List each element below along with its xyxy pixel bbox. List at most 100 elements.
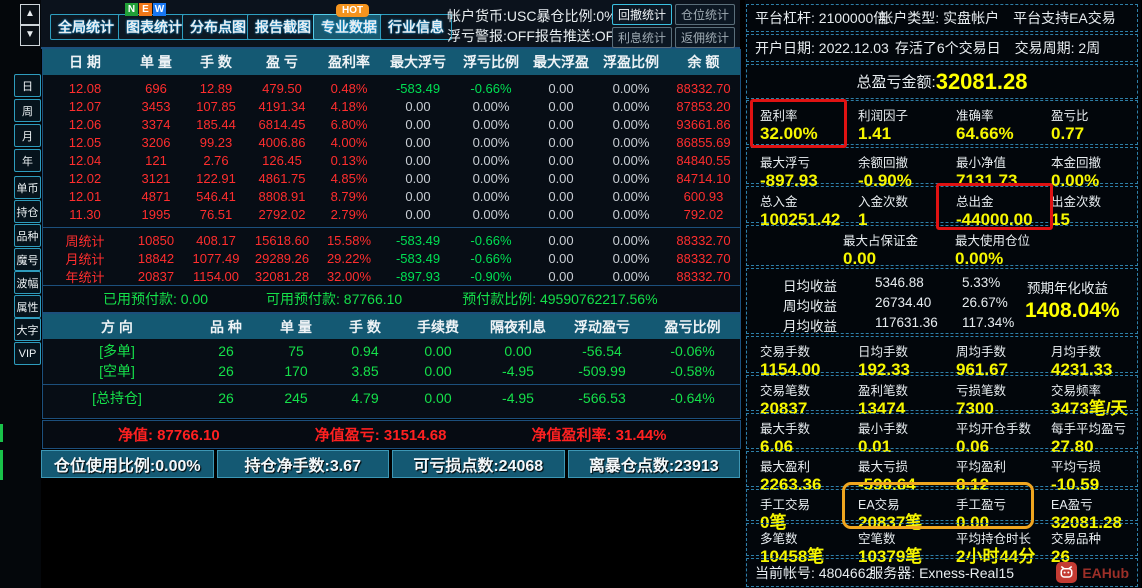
stat-value: 2小时44分: [956, 547, 1036, 566]
daily-cell: 479.50: [262, 80, 302, 96]
new-badge-letter: E: [139, 3, 152, 16]
positions-cell: 0.00: [424, 363, 452, 379]
stat-cell: 周均手数 961.67: [956, 341, 1008, 379]
daily-table-header: 日 期 单 量 手 数 盈 亏 盈利率 最大浮亏 浮亏比例 最大浮盈 浮盈比例 余 额: [43, 49, 740, 75]
stat-value: 0笔: [760, 513, 787, 532]
stat-button-4[interactable]: 返佣统计: [675, 27, 735, 48]
sidebar-item-9[interactable]: 波幅: [14, 271, 41, 294]
margin-stats-section: 最大占保证金 0.00 最大使用仓位 0.00%: [746, 225, 1138, 268]
total-profit-label: 总盈亏金额:: [856, 74, 936, 91]
daily-cell: 0.00: [548, 152, 574, 168]
stat-value: 15: [1051, 210, 1070, 229]
stat-section: 交易手数 1154.00 日均手数 192.33 周均手数 961.67 月均手数 4231.…: [746, 336, 1138, 379]
positions-cell: 170: [284, 363, 308, 379]
tab-1[interactable]: 全局统计: [50, 14, 122, 40]
positions-total-cell: -566.53: [578, 390, 626, 406]
new-badge-letter: N: [125, 3, 138, 16]
positions-cell: [多单]: [99, 343, 135, 359]
stat-value: 32081.28: [1051, 513, 1122, 532]
stat-label: 交易笔数: [760, 384, 811, 398]
sidebar-item-10[interactable]: 属性: [14, 295, 41, 318]
sidebar-item-2[interactable]: 周: [14, 99, 41, 122]
daily-cell: 88332.70: [676, 233, 731, 248]
sidebar-item-12[interactable]: VIP: [14, 342, 41, 365]
stat-label: 利润因子: [858, 109, 909, 123]
edge-indicator: [0, 450, 3, 480]
stat-cell: 最大占保证金 0.00: [843, 230, 918, 268]
sidebar-item-7[interactable]: 品种: [14, 224, 41, 247]
stat-label: 盈利率: [760, 109, 798, 123]
stat-value: 0.00%: [955, 249, 1004, 268]
alert-push-info: 浮亏警报:OFF报告推送:OFF: [447, 28, 623, 44]
daily-cell: 0.00%: [472, 134, 510, 150]
stat-value: 10379笔: [858, 547, 923, 566]
sidebar-item-5[interactable]: 单币: [14, 176, 41, 199]
daily-cell: 0.00%: [472, 206, 510, 222]
positions-cell: 0.94: [351, 343, 379, 359]
positions-total-cell: -4.95: [502, 390, 534, 406]
daily-cell: 88332.70: [676, 80, 731, 96]
daily-cell: 88332.70: [676, 251, 731, 266]
scroll-down-button[interactable]: ▼: [20, 25, 40, 46]
tab-3[interactable]: 分布点图: [182, 14, 254, 40]
sidebar-item-11[interactable]: 大字: [14, 318, 41, 341]
daily-cell: 0.00: [405, 98, 431, 114]
daily-cell: 0.00: [548, 80, 574, 96]
positions-cell: -0.06%: [670, 343, 715, 359]
scroll-up-button[interactable]: ▲: [20, 4, 40, 25]
daily-cell: 0.00%: [612, 233, 650, 248]
account-currency-info: 帐户货币:USC暴仓比例:0%: [447, 8, 617, 24]
tab-5[interactable]: 专业数据: [313, 14, 385, 40]
annual-return-value: 1408.04%: [1025, 299, 1120, 322]
daily-row: 12.01 4871 546.41 8808.91 8.79% 0.00 0.00% 0.00…: [43, 187, 740, 205]
sidebar-item-6[interactable]: 持仓: [14, 200, 41, 223]
sidebar-item-4[interactable]: 年: [14, 149, 41, 172]
sidebar-item-3[interactable]: 月: [14, 124, 41, 147]
stat-cell: 盈利率 32.00%: [760, 105, 818, 143]
daily-cell: 792.02: [683, 206, 724, 222]
stat-label: 平均亏损: [1051, 460, 1102, 474]
stat-label: 准确率: [956, 109, 994, 123]
daily-cell: 10850: [137, 233, 175, 248]
daily-cell: 周统计: [65, 234, 105, 249]
stat-label: 总出金: [956, 195, 994, 209]
stat-button-2[interactable]: 仓位统计: [675, 4, 735, 25]
daily-cell: 0.00: [548, 170, 574, 186]
daily-cell: -0.66%: [470, 80, 512, 96]
daily-cell: -583.49: [395, 80, 441, 96]
positions-col-header: 品 种: [210, 318, 242, 335]
daily-col-header: 日 期: [69, 54, 101, 70]
positions-cell: 0.00: [504, 343, 532, 359]
positions-col-header: 隔夜利息: [490, 318, 546, 335]
equity-item: 净值: 87766.10: [118, 427, 220, 444]
returns-label: 周均收益: [783, 299, 837, 314]
sidebar-item-1[interactable]: 日: [14, 74, 41, 97]
positions-row: [空单] 26 170 3.85 0.00 -4.95 -509.99 -0.58%: [43, 361, 740, 381]
daily-cell: 12.07: [68, 98, 102, 114]
stat-label: 月均手数: [1051, 345, 1102, 359]
daily-cell: 3453: [141, 98, 171, 114]
tab-2[interactable]: 图表统计: [118, 14, 190, 40]
stat-cell: 入金次数 1: [858, 191, 908, 229]
daily-col-header: 手 数: [200, 54, 232, 70]
tab-4[interactable]: 报告截图: [247, 14, 319, 40]
daily-cell: 12.02: [68, 170, 102, 186]
tab-6[interactable]: 行业信息: [380, 14, 452, 40]
daily-cell: -0.66%: [470, 251, 512, 266]
positions-total-cell: 245: [284, 390, 308, 406]
account-footer: 当前帐号: 4804662 服务器: Exness-Real15 EAHub: [746, 558, 1138, 587]
positions-col-header: 手续费: [417, 318, 459, 335]
daily-cell: 0.00: [548, 116, 574, 132]
daily-cell: 0.00%: [612, 188, 650, 204]
edge-indicator: [0, 424, 3, 442]
daily-cell: 84714.10: [676, 170, 731, 186]
positions-row: [多单] 26 75 0.94 0.00 0.00 -56.54 -0.06%: [43, 341, 740, 361]
stat-button-3[interactable]: 利息统计: [612, 27, 672, 48]
sidebar-item-8[interactable]: 魔号: [14, 248, 41, 271]
stat-value: 26: [1051, 547, 1070, 566]
returns-value: 5346.88: [875, 275, 924, 290]
stat-section: 多笔数 10458笔 空笔数 10379笔 平均持仓时长 2小时44分 交易品种 26: [746, 523, 1138, 566]
positions-cell: -0.58%: [670, 363, 715, 379]
stat-button-1[interactable]: 回撤统计: [612, 4, 672, 25]
stat-value: 32.00%: [760, 124, 818, 143]
